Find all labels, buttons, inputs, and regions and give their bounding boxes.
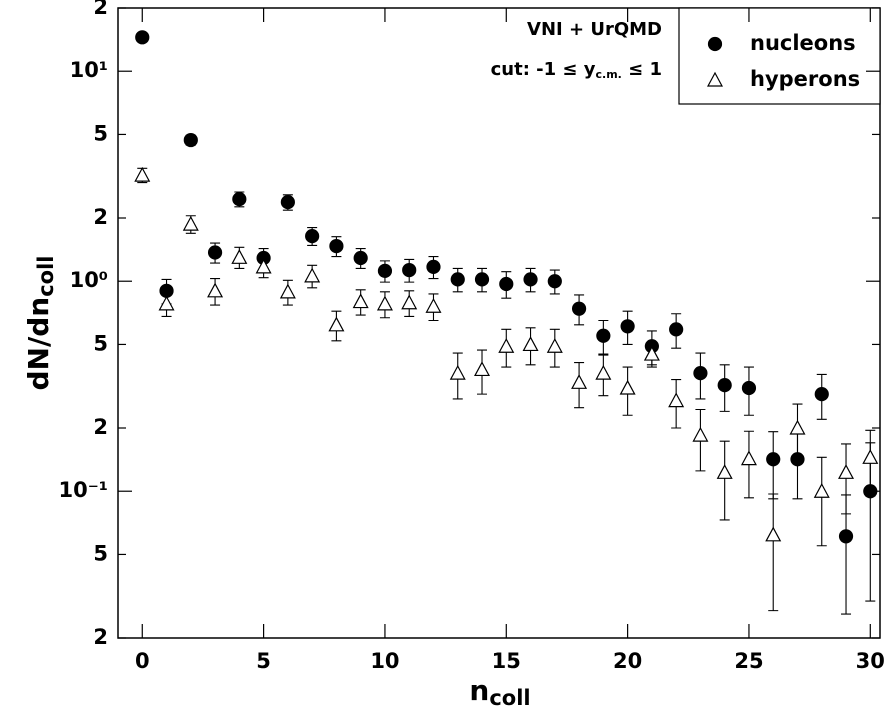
data-point <box>838 464 855 479</box>
data-point <box>449 364 466 380</box>
data-point <box>158 295 175 311</box>
data-point <box>766 452 781 467</box>
y-tick-label: 5 <box>93 121 108 145</box>
data-point <box>232 192 247 207</box>
data-point <box>571 301 587 316</box>
x-label-sub: coll <box>489 686 530 710</box>
data-point <box>328 316 345 332</box>
cut-main: cut: -1 ≤ y <box>491 59 596 80</box>
y-tick-label: 5 <box>93 331 108 355</box>
data-point <box>789 419 806 435</box>
data-point <box>183 132 198 148</box>
x-tick-label: 30 <box>856 649 885 673</box>
data-point <box>546 338 563 353</box>
y-tick-label: 2 <box>93 0 108 19</box>
y-tick-label: 5 <box>93 541 108 565</box>
data-point <box>547 274 562 289</box>
data-point <box>717 378 732 393</box>
data-point <box>716 464 733 479</box>
y-tick-label: 2 <box>93 205 108 229</box>
cut-end: ≤ 1 <box>622 59 662 80</box>
error-bar <box>768 493 779 612</box>
x-tick-label: 15 <box>492 649 521 673</box>
data-point <box>401 294 418 310</box>
y-tick-label: 2 <box>93 625 108 649</box>
y-tick-label: 10¹ <box>70 58 108 82</box>
data-point <box>741 380 757 396</box>
data-point <box>499 276 514 292</box>
data-point <box>304 267 321 283</box>
plot-frame <box>117 7 881 639</box>
annotation: VNI + UrQMD <box>527 19 662 40</box>
data-point <box>353 250 368 266</box>
data-point <box>620 319 635 334</box>
legend-label: hyperons <box>750 67 860 91</box>
data-point <box>279 283 296 299</box>
data-point <box>280 195 295 210</box>
data-point <box>595 364 612 380</box>
legend-label: nucleons <box>750 31 856 55</box>
data-point <box>329 238 344 254</box>
y-tick-label: 2 <box>93 415 108 439</box>
data-point <box>523 272 538 287</box>
data-point <box>571 374 588 389</box>
y-label-sub: coll <box>34 256 58 297</box>
data-point <box>207 245 223 260</box>
data-point <box>740 450 757 466</box>
data-point <box>425 297 442 313</box>
data-point <box>134 166 151 182</box>
data-point <box>402 262 417 278</box>
y-tick-label: 10⁰ <box>70 268 108 292</box>
data-point <box>669 322 684 337</box>
x-tick-label: 5 <box>256 649 271 673</box>
error-bar <box>816 456 827 547</box>
data-point <box>135 30 150 45</box>
data-point <box>182 215 199 231</box>
legend-marker <box>707 36 723 52</box>
data-point <box>813 482 830 498</box>
data-point <box>474 272 490 287</box>
data-point <box>619 379 636 395</box>
error-bar <box>719 440 730 521</box>
x-tick-label: 10 <box>370 649 399 673</box>
x-axis-label: ncoll <box>469 674 530 710</box>
data-point <box>498 338 515 353</box>
x-label-main: n <box>469 674 489 707</box>
legend-box <box>678 7 881 105</box>
data-point <box>668 392 685 408</box>
data-point <box>765 526 782 542</box>
data-point <box>643 345 660 361</box>
legend-marker <box>706 71 724 87</box>
data-point <box>862 449 879 464</box>
y-label-main: dN/dn <box>22 297 55 391</box>
data-point <box>255 258 272 274</box>
data-point <box>596 328 611 343</box>
data-point <box>474 361 491 377</box>
y-axis-label: dN/dncoll <box>22 256 58 391</box>
data-point <box>376 295 393 311</box>
data-point <box>352 293 369 309</box>
data-point <box>377 263 393 278</box>
data-point <box>450 272 465 287</box>
data-point <box>207 282 224 298</box>
data-point <box>305 228 320 244</box>
cut-label: cut: -1 ≤ yc.m. ≤ 1 <box>491 59 662 81</box>
data-point <box>231 249 248 264</box>
data-point <box>692 426 709 442</box>
cut-sub: c.m. <box>596 68 622 81</box>
data-point <box>426 259 441 274</box>
x-tick-label: 20 <box>613 649 642 673</box>
data-point <box>693 366 708 381</box>
data-point <box>522 336 539 352</box>
data-point <box>838 529 854 544</box>
data-point <box>814 387 829 402</box>
x-tick-label: 0 <box>135 649 150 673</box>
y-tick-label: 10⁻¹ <box>58 478 108 502</box>
x-tick-label: 25 <box>734 649 763 673</box>
